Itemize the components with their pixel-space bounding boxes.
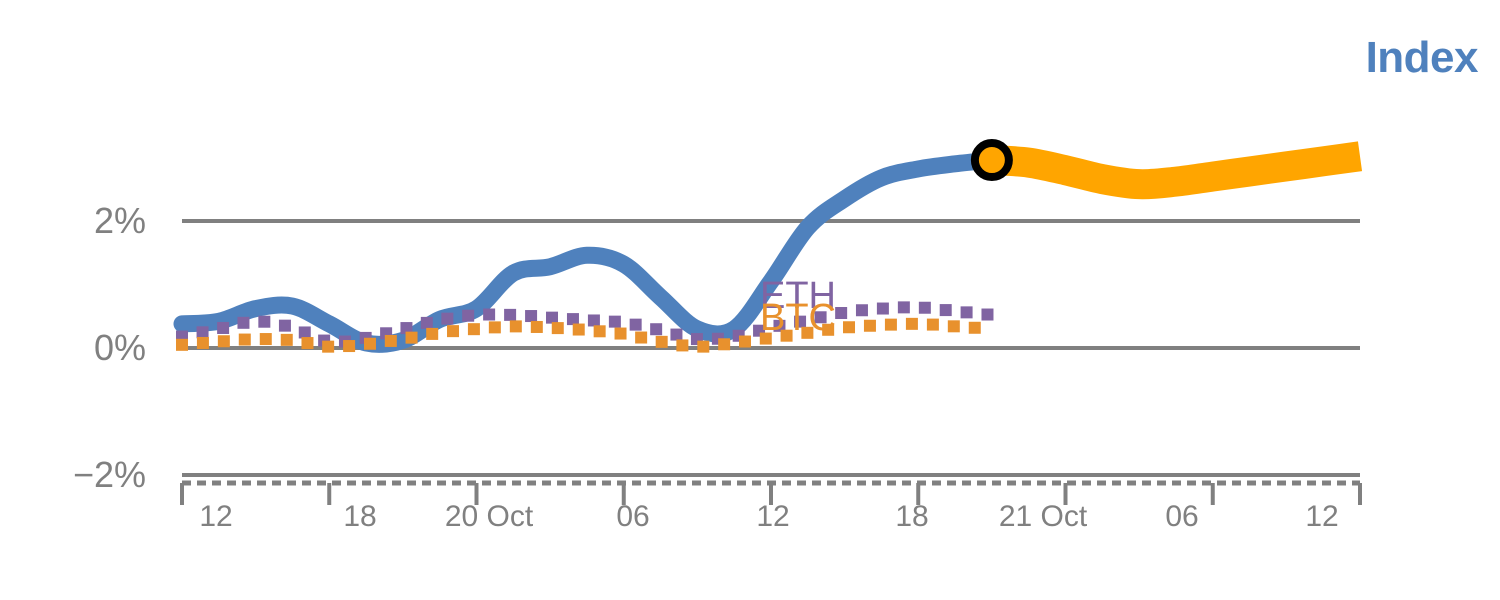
- data-dot: [918, 301, 931, 314]
- data-dot: [384, 334, 397, 347]
- data-dot: [773, 319, 786, 332]
- y-tick-label-0pct: 0%: [93, 327, 146, 368]
- data-dot: [363, 337, 376, 350]
- x-tick-label-8: 12: [1305, 500, 1339, 533]
- data-dot: [237, 316, 250, 329]
- data-dot: [551, 322, 564, 335]
- data-dot: [759, 332, 772, 345]
- data-dot: [926, 318, 939, 331]
- data-dot: [196, 336, 209, 349]
- data-dot: [238, 333, 251, 346]
- data-dot: [876, 302, 889, 315]
- data-dot: [593, 325, 606, 338]
- data-dot: [525, 310, 538, 323]
- data-dot: [301, 337, 314, 350]
- data-dot: [835, 307, 848, 320]
- x-tick-label-0: 12: [199, 500, 233, 533]
- data-dot: [629, 318, 642, 331]
- data-dot: [196, 326, 209, 339]
- data-dot: [546, 311, 559, 324]
- data-dot: [608, 315, 621, 328]
- series-forecast-band: [990, 141, 1363, 200]
- x-tick-label-7: 06: [1165, 500, 1199, 533]
- x-tick-label-3: 06: [616, 500, 650, 533]
- data-dot: [738, 335, 751, 348]
- data-dot: [670, 328, 683, 341]
- data-dot: [426, 327, 439, 340]
- data-dot: [897, 301, 910, 314]
- data-dot: [447, 325, 460, 338]
- series-label-btc: BTC: [760, 297, 836, 339]
- y-tick-label-neg2pct: −2%: [72, 454, 146, 495]
- data-dot: [981, 308, 994, 321]
- data-dot: [587, 314, 600, 327]
- x-tick-label-4: 12: [756, 500, 790, 533]
- x-tick-label-1: 18: [343, 500, 377, 533]
- data-dot: [176, 338, 188, 351]
- data-dot: [822, 323, 835, 336]
- data-dot: [676, 339, 689, 352]
- x-tick-label-5: 18: [895, 500, 929, 533]
- data-dot: [441, 312, 454, 325]
- data-dot: [530, 320, 543, 333]
- data-dot: [814, 311, 827, 324]
- data-dot: [405, 331, 418, 344]
- series-index-line: [173, 151, 1001, 353]
- data-dot: [280, 333, 293, 346]
- data-dot: [843, 321, 856, 334]
- data-dot: [467, 323, 480, 336]
- data-dot: [939, 304, 952, 317]
- data-dot: [322, 340, 335, 353]
- data-dot: [855, 304, 868, 317]
- series-btc: [176, 317, 981, 353]
- data-dot: [635, 331, 648, 344]
- x-tick-label-2: 20 Oct: [444, 500, 534, 533]
- data-dot: [801, 326, 814, 339]
- data-dot: [259, 333, 272, 346]
- data-dot: [572, 323, 585, 336]
- data-dot: [780, 329, 793, 342]
- data-dot: [794, 315, 807, 328]
- data-dot: [462, 309, 475, 322]
- data-dot: [504, 308, 517, 321]
- markers-layer: [970, 139, 1013, 182]
- data-dot: [566, 313, 579, 326]
- data-dot: [217, 335, 230, 348]
- data-dot: [217, 321, 230, 334]
- data-dot: [420, 316, 433, 329]
- series-label-eth: ETH: [760, 275, 836, 317]
- chart-title: Index: [1365, 33, 1479, 82]
- data-dot: [400, 322, 413, 335]
- data-dot: [655, 335, 668, 348]
- data-dot: [905, 317, 918, 330]
- series-eth: [176, 301, 994, 348]
- series-layer: [173, 141, 1363, 353]
- data-dot: [278, 319, 291, 332]
- data-dot: [488, 321, 501, 334]
- data-dot: [258, 315, 271, 328]
- data-dot: [483, 308, 496, 321]
- data-dot: [614, 327, 627, 340]
- y-tick-label-2pct: 2%: [93, 200, 146, 241]
- data-dot: [697, 340, 710, 353]
- x-tick-label-6: 21 Oct: [998, 500, 1088, 533]
- data-dot: [884, 318, 897, 331]
- data-dot: [298, 326, 311, 339]
- data-dot: [968, 321, 981, 334]
- data-dot: [718, 338, 731, 351]
- transition-marker: [970, 139, 1013, 182]
- data-dot: [947, 320, 960, 333]
- data-dot: [960, 306, 973, 319]
- data-dot: [509, 320, 522, 333]
- data-dot: [863, 319, 876, 332]
- data-dot: [343, 340, 356, 353]
- x-axis: [180, 480, 1362, 505]
- data-dot: [650, 323, 663, 336]
